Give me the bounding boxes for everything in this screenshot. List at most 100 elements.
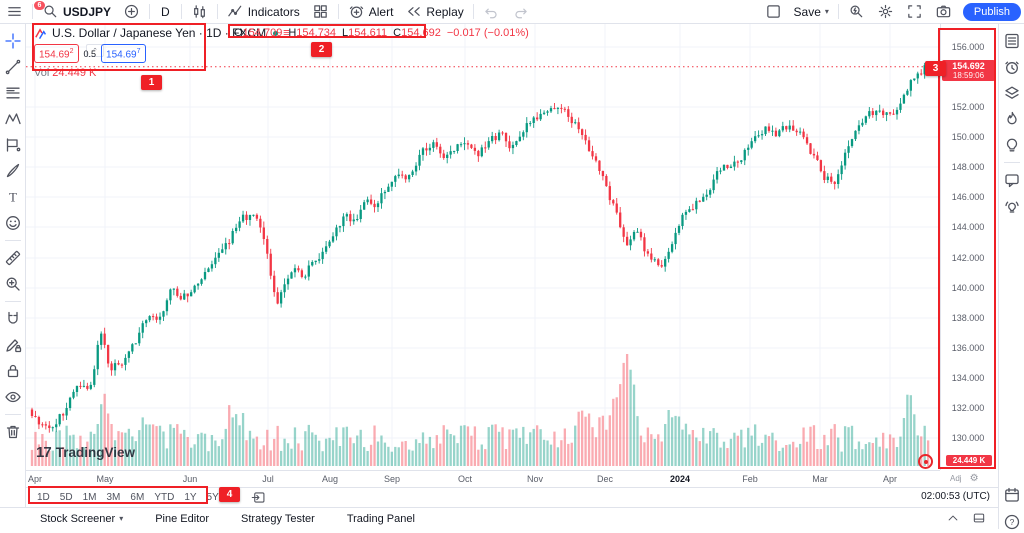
price-label: 152.000: [951, 102, 985, 112]
sidebar-chat-button[interactable]: [1001, 169, 1023, 191]
time-label: Apr: [27, 474, 43, 484]
price-label: 156.000: [951, 42, 985, 52]
fullscreen-button[interactable]: [900, 0, 929, 23]
tool-remove-all[interactable]: [2, 421, 24, 443]
layout-select-button[interactable]: [759, 0, 788, 23]
sidebar-calendar-button[interactable]: [1001, 484, 1023, 506]
restore-panel-icon[interactable]: [972, 511, 986, 525]
divider: [216, 4, 218, 19]
sidebar-ideas-button[interactable]: [1001, 134, 1023, 156]
adjust-toggle[interactable]: Adj: [950, 474, 962, 483]
time-label: May: [96, 474, 114, 484]
sidebar-help-button[interactable]: ?: [1001, 511, 1023, 533]
tool-brush[interactable]: [2, 160, 24, 182]
tool-zoom-in[interactable]: [2, 273, 24, 295]
annotation-badge-1: 1: [141, 75, 162, 90]
tool-drawing-mode[interactable]: [2, 334, 24, 356]
save-layout-button[interactable]: Save ▾: [788, 0, 835, 23]
tool-magnet[interactable]: [2, 308, 24, 330]
indicators-button[interactable]: Indicators: [221, 0, 306, 23]
tool-crosshair[interactable]: [2, 30, 24, 52]
alert-button[interactable]: Alert: [342, 0, 400, 23]
range-5y[interactable]: 5Y: [206, 492, 219, 503]
indicator-templates-button[interactable]: [306, 0, 335, 23]
xabcd-pattern-icon: [4, 110, 22, 128]
scale-gear-icon[interactable]: ⚙: [969, 473, 979, 484]
price-label: 136.000: [951, 343, 985, 353]
tab-stock-screener[interactable]: Stock Screener ▾: [40, 512, 124, 525]
range-5d[interactable]: 5D: [59, 492, 73, 503]
chevron-up-icon[interactable]: [946, 511, 960, 525]
sidebar-hotlists-button[interactable]: [1001, 108, 1023, 130]
redo-button[interactable]: [506, 0, 535, 23]
tool-forecast[interactable]: [2, 134, 24, 156]
sell-price-button[interactable]: 154.692: [34, 44, 79, 64]
redo-icon: [512, 3, 529, 20]
chart-area[interactable]: 17 TradingView: [26, 24, 940, 470]
publish-button[interactable]: Publish: [962, 2, 1021, 21]
range-1y[interactable]: 1Y: [184, 492, 197, 503]
range-6m[interactable]: 6M: [130, 492, 145, 503]
time-scale[interactable]: Apr May Jun Jul Aug Sep Oct Nov Dec 2024 Feb Mar Apr: [26, 470, 940, 487]
magnet-icon: [4, 310, 22, 328]
range-1m[interactable]: 1M: [82, 492, 97, 503]
time-label: Sep: [383, 474, 401, 484]
chart-style-button[interactable]: [185, 0, 214, 23]
price-label: 138.000: [951, 313, 985, 323]
indicators-icon: [227, 3, 244, 20]
candlestick-chart[interactable]: [26, 24, 940, 470]
tab-trading-panel[interactable]: Trading Panel: [346, 512, 415, 525]
measure-icon: [4, 249, 22, 267]
text-icon: T: [4, 188, 22, 206]
search-icon: [42, 3, 59, 20]
buy-price-button[interactable]: 154.697: [101, 44, 146, 64]
brush-icon: [4, 162, 22, 180]
tab-strategy-tester[interactable]: Strategy Tester: [241, 512, 315, 525]
tool-fib-retracement[interactable]: [2, 82, 24, 104]
quick-search-button[interactable]: [842, 0, 871, 23]
sidebar-alerts-button[interactable]: [1001, 56, 1023, 78]
date-range-toolbar: 1D5D1M3M6MYTD1Y5YAll02:00:53 (UTC): [26, 487, 998, 507]
time-label: Apr: [882, 474, 898, 484]
ohlc-values: O154.709 H154.734 L154.611 C154.692 −0.0…: [234, 27, 529, 39]
range-1d[interactable]: 1D: [37, 492, 50, 503]
chart-settings-button[interactable]: [871, 0, 900, 23]
symbol-title[interactable]: U.S. Dollar / Japanese Yen · 1D · FXCM: [52, 26, 267, 40]
tool-emoji[interactable]: [2, 212, 24, 234]
tab-pine-editor[interactable]: Pine Editor: [155, 512, 210, 525]
sidebar-watchlist-button[interactable]: [1001, 30, 1023, 52]
indicators-label: Indicators: [247, 4, 300, 19]
main-menu-button[interactable]: [0, 0, 29, 23]
alert-clock-icon: [348, 3, 365, 20]
high-value: 154.734: [296, 27, 337, 39]
sidebar-object-tree-button[interactable]: [1001, 82, 1023, 104]
volume-value: 24.449 K: [52, 67, 97, 80]
interval-button[interactable]: D: [161, 4, 170, 19]
tool-xabcd-pattern[interactable]: [2, 108, 24, 130]
hotlists-icon: [1003, 110, 1021, 128]
clock-utc[interactable]: 02:00:53 (UTC): [921, 491, 990, 502]
tool-lock-all[interactable]: [2, 360, 24, 382]
symbol-search-button[interactable]: USDJPY: [36, 0, 117, 23]
range-ytd[interactable]: YTD: [154, 492, 175, 503]
goto-date-icon[interactable]: [251, 490, 266, 505]
range-3m[interactable]: 3M: [106, 492, 121, 503]
tool-measure[interactable]: [2, 247, 24, 269]
legend-menu-icon[interactable]: ≡: [283, 27, 290, 39]
pane-collapse-button[interactable]: ⌃: [86, 44, 104, 57]
price-scale[interactable]: 154.692 18:59:06 24.449 K 156.000 152.000…: [940, 24, 998, 470]
undo-button[interactable]: [477, 0, 506, 23]
tool-trend-line[interactable]: [2, 56, 24, 78]
watchlist-icon: [1003, 32, 1021, 50]
divider: [4, 240, 21, 241]
layout-square-icon: [765, 3, 782, 20]
tool-hide-all[interactable]: [2, 386, 24, 408]
replay-button[interactable]: Replay: [399, 0, 469, 23]
price-label: 148.000: [951, 162, 985, 172]
tool-text[interactable]: T: [2, 186, 24, 208]
snapshot-button[interactable]: [929, 0, 958, 23]
divider: [837, 4, 839, 19]
compare-add-symbol-button[interactable]: [117, 0, 146, 23]
sidebar-streams-button[interactable]: [1001, 195, 1023, 217]
